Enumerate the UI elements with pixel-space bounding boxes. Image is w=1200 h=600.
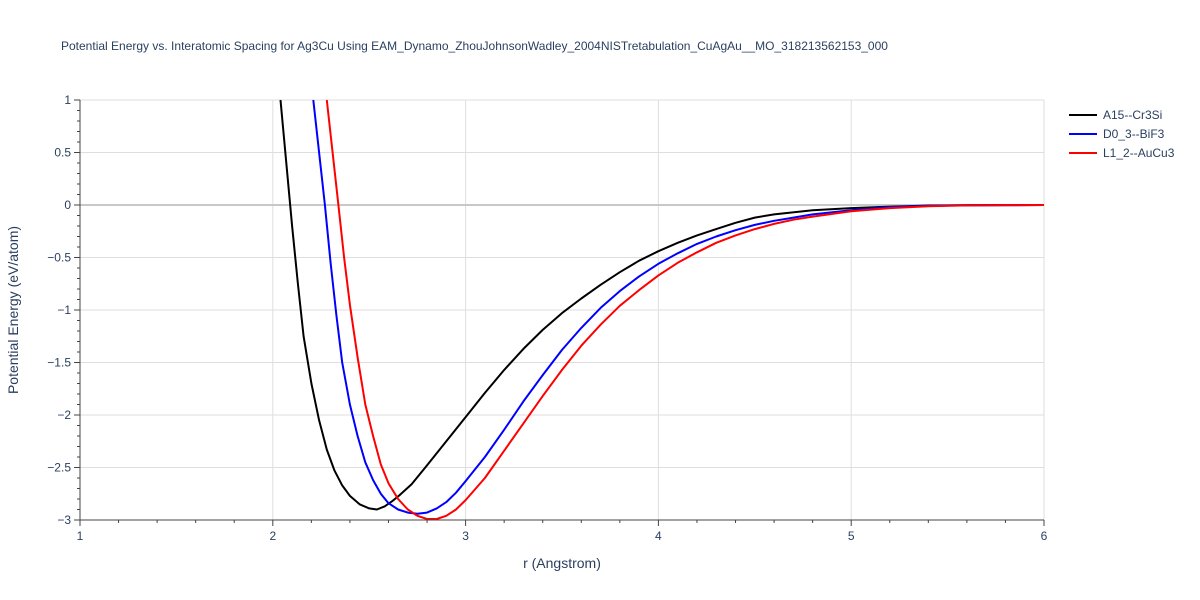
- legend-label: L1_2--AuCu3: [1103, 146, 1175, 160]
- series-line-d0-3-bif3: [312, 100, 1044, 515]
- y-tick-label: −0.5: [47, 251, 71, 265]
- x-tick-label: 3: [462, 529, 469, 543]
- y-tick-label: −1.5: [47, 356, 71, 370]
- legend-item-l1-2-aucu3[interactable]: L1_2--AuCu3: [1069, 146, 1175, 160]
- grid: [80, 99, 1045, 520]
- x-tick-label: 2: [269, 529, 276, 543]
- y-tick-label: −2: [57, 408, 71, 422]
- y-axis-ticks: 1 0.5 0 −0.5 −1 −1.5 −2 −2.5 −3: [47, 93, 71, 527]
- y-tick-label: 0.5: [54, 146, 71, 160]
- series-line-a15-cr3si: [279, 100, 1044, 511]
- series-layer: [279, 100, 1044, 520]
- legend-item-d0-3-bif3[interactable]: D0_3--BiF3: [1069, 127, 1165, 141]
- x-tick-label: 5: [848, 529, 855, 543]
- axes: [74, 99, 1045, 526]
- y-tick-label: −2.5: [47, 461, 71, 475]
- series-line-l1-2-aucu3: [325, 100, 1044, 520]
- legend-item-a15-cr3si[interactable]: A15--Cr3Si: [1069, 108, 1162, 122]
- chart-title: Potential Energy vs. Interatomic Spacing…: [61, 39, 888, 53]
- legend-label: D0_3--BiF3: [1103, 127, 1165, 141]
- y-tick-label: −3: [57, 513, 71, 527]
- y-tick-label: 1: [64, 93, 71, 107]
- y-axis-title: Potential Energy (eV/atom): [5, 226, 21, 394]
- x-axis-ticks: 1 2 3 4 5 6: [77, 529, 1048, 543]
- x-tick-label: 4: [655, 529, 662, 543]
- x-tick-label: 6: [1041, 529, 1048, 543]
- x-axis-title: r (Angstrom): [523, 555, 601, 571]
- x-tick-label: 1: [77, 529, 84, 543]
- y-tick-label: 0: [64, 198, 71, 212]
- y-tick-label: −1: [57, 303, 71, 317]
- legend-label: A15--Cr3Si: [1103, 108, 1162, 122]
- legend[interactable]: A15--Cr3Si D0_3--BiF3 L1_2--AuCu3: [1069, 108, 1175, 160]
